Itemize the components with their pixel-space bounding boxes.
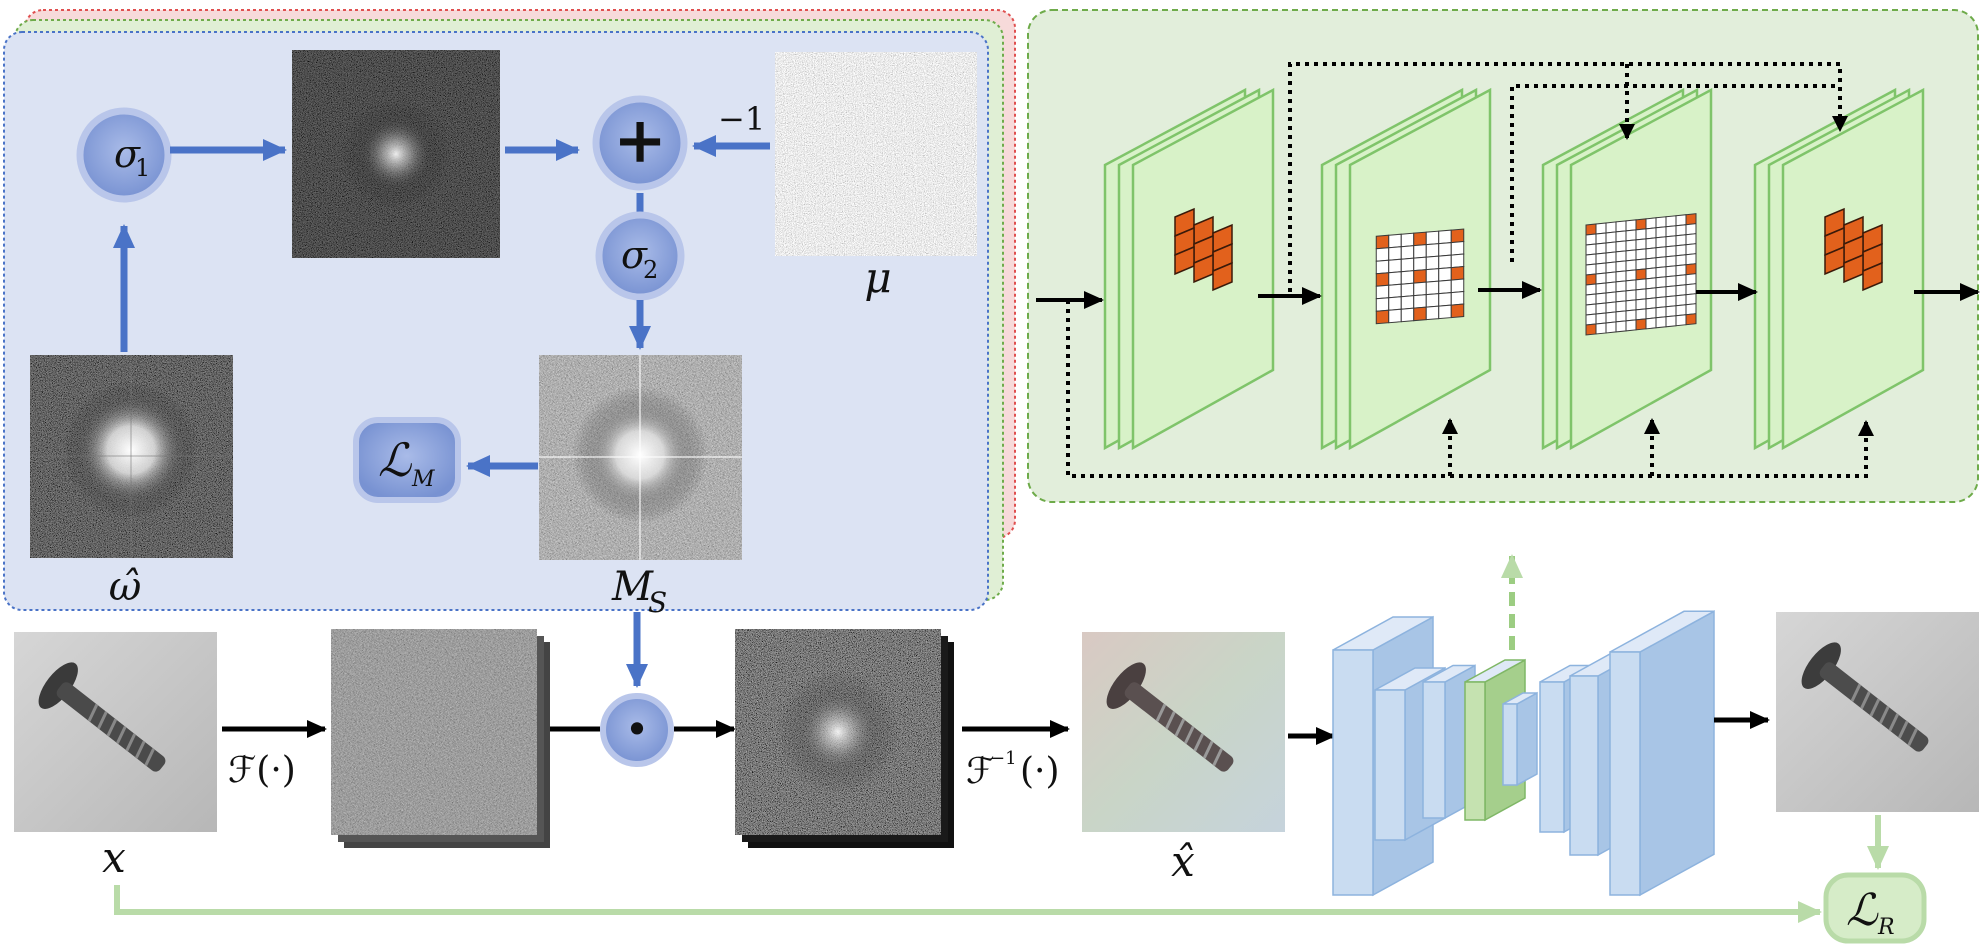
kernel-grid-3 xyxy=(1585,213,1697,336)
feature-map-arrows xyxy=(1036,281,1980,309)
loss-m-subscript: M xyxy=(411,467,435,492)
loss-r-label: ℒ xyxy=(1846,885,1879,936)
arrow-x-to-loss-r xyxy=(114,885,1822,923)
loss-r-node: ℒ R xyxy=(1823,872,1927,944)
input-spectrum-stack xyxy=(331,629,550,848)
weighted-spectrum-image xyxy=(292,50,500,258)
plus-node: + xyxy=(592,95,688,191)
mu-label: μ xyxy=(864,253,891,302)
sigma1-node: σ 1 xyxy=(76,107,172,203)
masked-spectrum-stack xyxy=(735,629,954,848)
unet-block-5 xyxy=(1502,691,1538,787)
hadamard-product-node: • xyxy=(600,693,674,767)
x-label: x xyxy=(102,833,126,882)
sigma2-node: σ 2 xyxy=(595,211,685,301)
sigma1-label: σ xyxy=(114,132,141,176)
kernel-grid-1 xyxy=(1174,207,1233,292)
mu-noise-image xyxy=(775,52,977,256)
filtered-screw-image xyxy=(1082,632,1285,832)
skip-connections xyxy=(1066,62,1874,478)
ms-subscript: S xyxy=(648,586,667,619)
skip-line-top-1 xyxy=(1288,62,1848,292)
skip-line-bottom xyxy=(1066,300,1874,478)
inverse-fourier-symbol: ℱ xyxy=(966,751,994,792)
kernel-grid-2 xyxy=(1375,228,1465,325)
feature-map-stacks xyxy=(1103,87,1925,451)
odot-symbol: • xyxy=(625,705,650,754)
feature-map-stack-2 xyxy=(1320,87,1492,451)
feature-map-stack-3 xyxy=(1541,87,1713,451)
ms-label-group: M S xyxy=(611,564,667,619)
feature-map-stack-4 xyxy=(1753,87,1925,451)
feature-map-stack-1 xyxy=(1103,87,1275,451)
loss-m-node: ℒ M xyxy=(353,417,461,503)
mask-ms-image xyxy=(539,355,742,560)
unet-block-8 xyxy=(1609,610,1715,897)
inverse-fourier-superscript: −1 xyxy=(990,748,1017,769)
loss-m-label: ℒ xyxy=(378,433,412,487)
fourier-transform-label: ℱ(·) xyxy=(228,750,296,791)
reconstructed-screw-image xyxy=(1776,612,1979,812)
sigma1-subscript: 1 xyxy=(135,154,150,182)
dilated-conv-module xyxy=(1027,9,1980,503)
reconstruction-pipeline: x ℱ(·) • ℱ xyxy=(14,554,1979,944)
loss-r-subscript: R xyxy=(1877,915,1895,940)
plus-symbol: + xyxy=(613,103,667,178)
spectral-mask-module: σ 1 + μ −1 σ xyxy=(3,9,1016,619)
omega-hat-label: ω̂ xyxy=(109,564,142,610)
omega-hat-spectrum-image xyxy=(30,355,233,558)
input-screw-image xyxy=(14,632,217,832)
inverse-fourier-argument: (·) xyxy=(1020,751,1060,792)
inverse-fourier-label: ℱ −1 (·) xyxy=(966,748,1060,792)
minus-one-label: −1 xyxy=(718,100,765,138)
unet-network xyxy=(1332,610,1715,897)
x-hat-label: x̂ xyxy=(1171,837,1195,886)
kernel-grid-4 xyxy=(1824,207,1883,292)
sigma2-subscript: 2 xyxy=(643,256,658,284)
ms-label: M xyxy=(611,564,654,610)
sigma2-label: σ xyxy=(621,233,648,277)
